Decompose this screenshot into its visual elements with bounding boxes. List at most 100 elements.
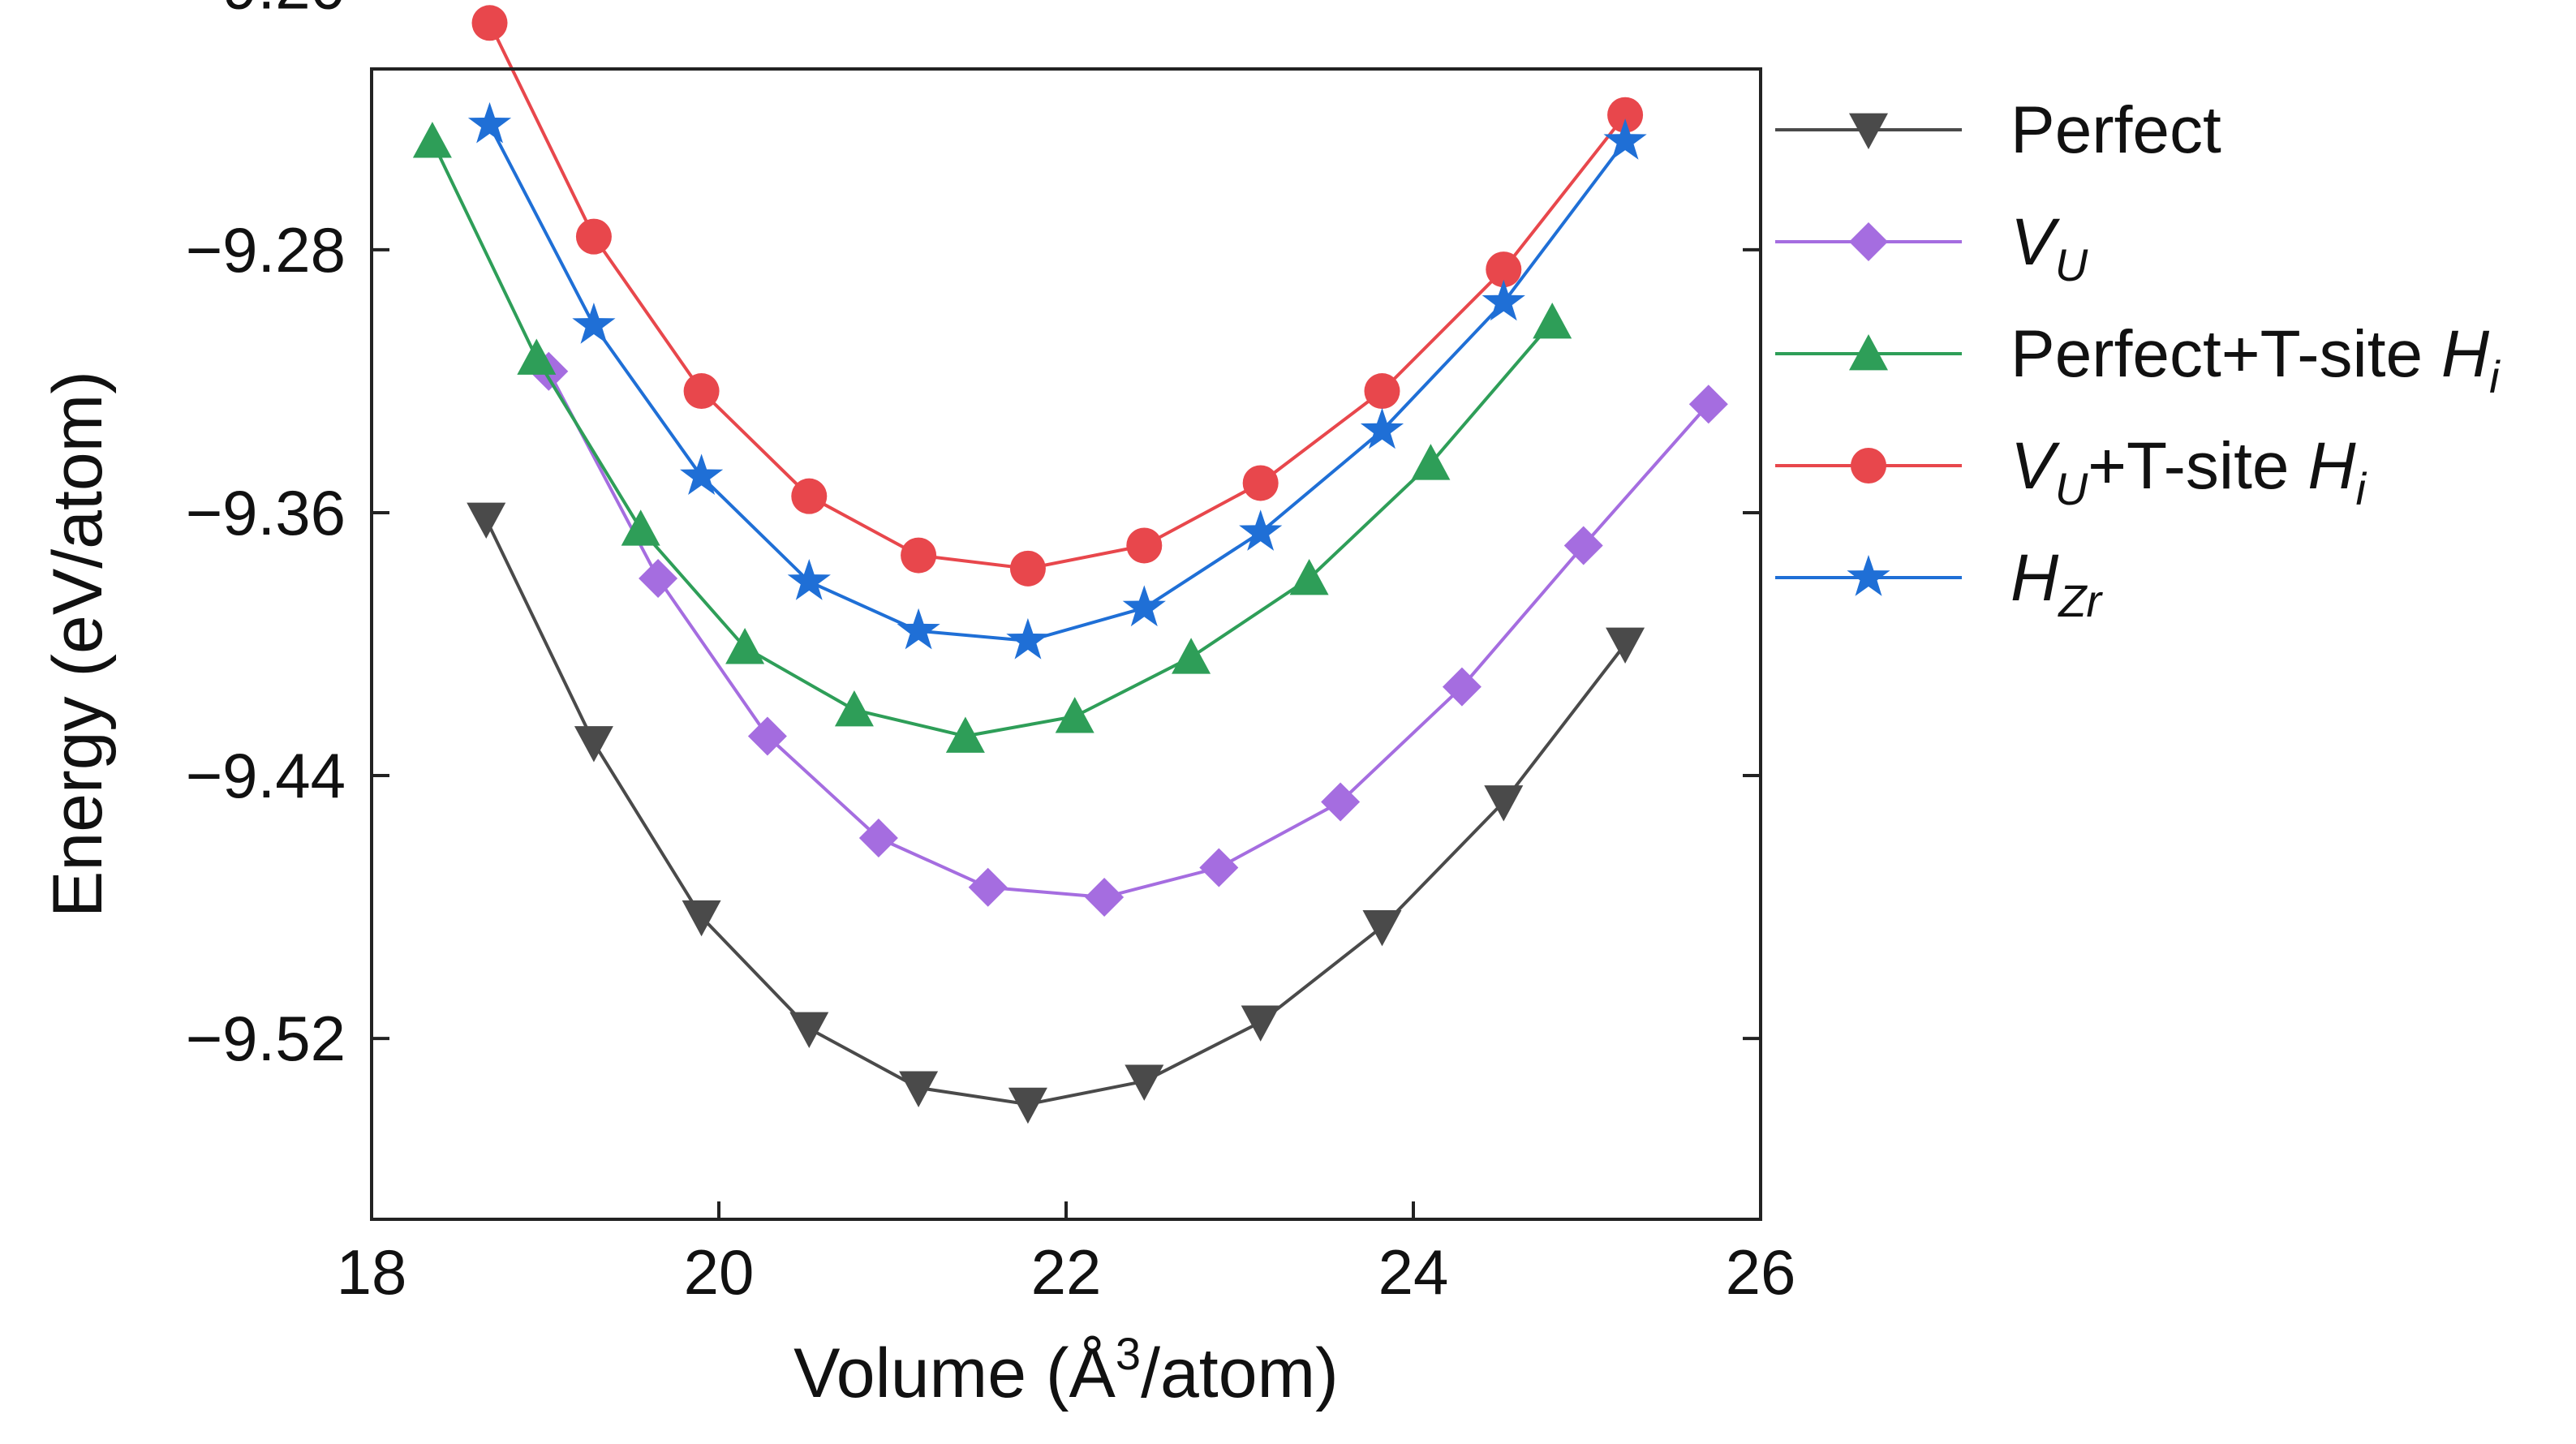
data-point bbox=[1199, 848, 1239, 887]
legend-label-part: U bbox=[2055, 463, 2088, 514]
legend-entry: VU+T-site Hi bbox=[1775, 429, 2367, 514]
x-tick-label: 26 bbox=[1726, 1236, 1796, 1308]
ticks-layer: 18 20 22 24 26 −9.20 −9.28 −9.36 −9.44 −9.52 bbox=[186, 0, 1796, 1308]
legend-label-part: U bbox=[2055, 239, 2088, 290]
data-point bbox=[639, 558, 678, 598]
data-point bbox=[1321, 782, 1361, 822]
data-point bbox=[517, 338, 557, 375]
data-point bbox=[897, 608, 940, 650]
legend-label: Perfect bbox=[2010, 93, 2221, 167]
legend-label: HZr bbox=[2010, 541, 2103, 626]
data-point bbox=[1172, 638, 1211, 674]
legend-label-part: i bbox=[2356, 463, 2367, 514]
data-point bbox=[1126, 527, 1163, 564]
legend-label-part: V bbox=[2010, 205, 2061, 279]
data-point bbox=[1008, 1087, 1047, 1124]
legend-label-part: i bbox=[2489, 351, 2501, 402]
x-tick-label: 22 bbox=[1031, 1236, 1102, 1308]
legend-label-part: Perfect+T-site bbox=[2010, 317, 2441, 391]
data-point bbox=[1122, 585, 1166, 627]
legend-label: VU+T-site Hi bbox=[2010, 429, 2367, 514]
data-point bbox=[1009, 550, 1046, 587]
data-point bbox=[1360, 407, 1404, 449]
data-point bbox=[1125, 1064, 1164, 1101]
data-point bbox=[1239, 509, 1283, 551]
data-point bbox=[471, 5, 508, 41]
legend-marker bbox=[1849, 222, 1888, 261]
series-0 bbox=[467, 502, 1645, 1124]
legend-label-part: H bbox=[2010, 541, 2059, 615]
data-point bbox=[1006, 617, 1050, 660]
data-point bbox=[1563, 526, 1603, 565]
data-point bbox=[1603, 118, 1647, 160]
legend-marker bbox=[1849, 113, 1888, 149]
data-point bbox=[1482, 279, 1525, 321]
series-3 bbox=[471, 5, 1644, 587]
legend-label-part: Zr bbox=[2057, 575, 2103, 626]
legend-label: VU bbox=[2010, 205, 2088, 290]
series-4 bbox=[467, 101, 1647, 660]
legend-marker bbox=[1849, 334, 1888, 371]
x-axis-title: Volume (Å3/atom) bbox=[793, 1328, 1339, 1412]
legend-entry: HZr bbox=[1775, 541, 2103, 626]
data-point bbox=[1486, 251, 1522, 288]
x-tick-label: 24 bbox=[1378, 1236, 1449, 1308]
data-point bbox=[899, 1071, 939, 1107]
legend-label: Perfect+T-site Hi bbox=[2010, 317, 2501, 402]
legend-label-part: V bbox=[2010, 429, 2061, 503]
data-point bbox=[747, 716, 787, 756]
data-point bbox=[575, 218, 612, 255]
data-point bbox=[683, 373, 720, 410]
legend-marker bbox=[1847, 555, 1890, 596]
data-point bbox=[1085, 877, 1125, 917]
legend-marker bbox=[1851, 448, 1886, 483]
y-tick-label: −9.36 bbox=[186, 477, 346, 548]
data-point bbox=[968, 867, 1008, 907]
data-point bbox=[945, 716, 985, 753]
legend-label-part: Perfect bbox=[2010, 93, 2221, 167]
data-point bbox=[1606, 627, 1645, 664]
y-tick-label: −9.20 bbox=[186, 0, 346, 23]
data-point bbox=[1242, 465, 1279, 501]
data-point bbox=[1055, 697, 1094, 733]
data-point bbox=[1411, 444, 1451, 480]
data-point bbox=[787, 559, 831, 600]
x-axis-title-superscript: 3 bbox=[1116, 1328, 1141, 1379]
data-point bbox=[1289, 558, 1329, 595]
data-point bbox=[789, 1012, 829, 1049]
legend-label-part: H bbox=[2307, 429, 2356, 503]
legend-label-part: +T-site bbox=[2088, 429, 2307, 503]
data-point bbox=[412, 122, 452, 158]
x-tick-label: 20 bbox=[684, 1236, 755, 1308]
data-point bbox=[1607, 97, 1644, 133]
data-point bbox=[725, 628, 765, 664]
x-axis-title-part: /atom) bbox=[1141, 1334, 1339, 1412]
data-point bbox=[680, 453, 724, 495]
data-point bbox=[1364, 373, 1400, 410]
data-point bbox=[1442, 667, 1482, 707]
data-point bbox=[1688, 385, 1728, 424]
data-point bbox=[682, 900, 721, 937]
data-point bbox=[621, 509, 660, 546]
data-point bbox=[1484, 785, 1524, 822]
series-2 bbox=[412, 122, 1572, 753]
x-axis-title-part: Volume (Å bbox=[793, 1334, 1116, 1412]
data-point bbox=[467, 101, 512, 144]
series-layer bbox=[412, 5, 1728, 1124]
legend-label-part: H bbox=[2441, 317, 2490, 391]
data-point bbox=[791, 478, 828, 514]
legend-entry: Perfect+T-site Hi bbox=[1775, 317, 2501, 402]
x-tick-label: 18 bbox=[337, 1236, 407, 1308]
data-point bbox=[858, 819, 898, 858]
y-tick-label: −9.44 bbox=[186, 740, 346, 811]
data-point bbox=[572, 303, 616, 344]
data-point bbox=[574, 726, 613, 763]
data-point bbox=[834, 690, 874, 727]
data-point bbox=[1533, 302, 1572, 339]
data-point bbox=[1241, 1005, 1280, 1042]
y-tick-label: −9.52 bbox=[186, 1003, 346, 1074]
data-point bbox=[467, 502, 506, 539]
